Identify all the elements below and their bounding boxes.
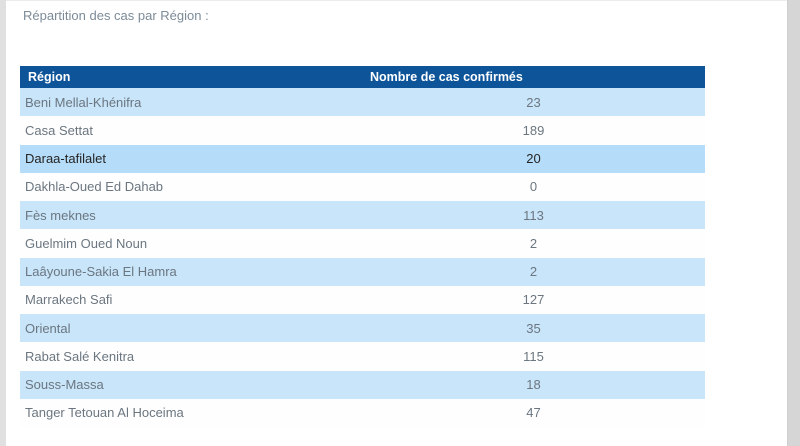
region-cell: Guelmim Oued Noun — [25, 235, 148, 251]
table-row[interactable]: Daraa-tafilalet 20 — [20, 144, 705, 173]
region-cell: Beni Mellal-Khénifra — [25, 94, 142, 110]
table-row[interactable]: Laâyoune-Sakia El Hamra 2 — [20, 257, 705, 286]
cases-value-cell: 35 — [526, 320, 541, 336]
region-cell: Oriental — [25, 320, 71, 336]
table-row[interactable]: Beni Mellal-Khénifra 23 — [20, 88, 705, 117]
region-cell: Casa Settat — [25, 122, 93, 138]
region-cell: Tanger Tetouan Al Hoceima — [25, 405, 184, 421]
cases-value-cell: 20 — [526, 151, 541, 167]
column-header-region[interactable]: Région — [28, 70, 71, 84]
table-row[interactable]: Dakhla-Oued Ed Dahab 0 — [20, 172, 705, 201]
table-row[interactable]: Souss-Massa 18 — [20, 370, 705, 399]
cases-by-region-table: Région Nombre de cas confirmés Beni Mell… — [20, 66, 705, 427]
left-gutter — [0, 0, 6, 446]
cases-value-cell: 2 — [529, 235, 538, 251]
cases-value-cell: 18 — [526, 377, 541, 393]
table-row[interactable]: Casa Settat 189 — [20, 116, 705, 145]
table-row[interactable]: Guelmim Oued Noun 2 — [20, 229, 705, 258]
region-cell: Fès meknes — [25, 207, 96, 223]
table-row[interactable]: Oriental 35 — [20, 314, 705, 343]
cases-value-cell: 115 — [523, 348, 544, 364]
top-border — [0, 0, 800, 1]
table-row[interactable]: Marrakech Safi 127 — [20, 285, 705, 314]
region-cell: Souss-Massa — [25, 377, 104, 393]
cases-value-cell: 23 — [526, 94, 541, 110]
vertical-scrollbar[interactable] — [787, 0, 800, 446]
cases-value-cell: 113 — [523, 207, 544, 223]
cases-value-cell: 47 — [526, 405, 541, 421]
region-cell: Laâyoune-Sakia El Hamra — [25, 264, 177, 280]
region-cell: Daraa-tafilalet — [25, 151, 106, 167]
cases-value-cell: 189 — [522, 122, 545, 138]
cases-value-cell: 127 — [522, 292, 545, 308]
region-cell: Rabat Salé Kenitra — [25, 348, 135, 364]
cases-value-cell: 0 — [529, 179, 538, 195]
page-title: Répartition des cas par Région : — [23, 8, 209, 23]
region-cell: Dakhla-Oued Ed Dahab — [25, 179, 164, 195]
table-body: Beni Mellal-Khénifra 23 Casa Settat 189 … — [20, 88, 705, 427]
column-header-confirmed-cases[interactable]: Nombre de cas confirmés — [370, 70, 523, 84]
table-row[interactable]: Fès meknes 113 — [20, 201, 705, 230]
table-row[interactable]: Tanger Tetouan Al Hoceima 47 — [20, 398, 705, 427]
table-header: Région Nombre de cas confirmés — [20, 66, 705, 88]
table-row[interactable]: Rabat Salé Kenitra 115 — [20, 342, 705, 371]
region-cell: Marrakech Safi — [25, 292, 113, 308]
cases-value-cell: 2 — [529, 264, 538, 280]
